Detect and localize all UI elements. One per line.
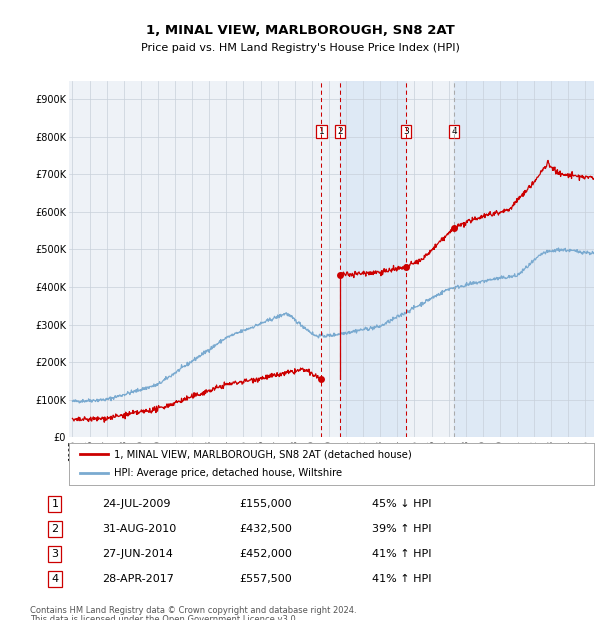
Text: Contains HM Land Registry data © Crown copyright and database right 2024.: Contains HM Land Registry data © Crown c… xyxy=(30,606,356,616)
Text: 1: 1 xyxy=(52,499,58,509)
Text: £432,500: £432,500 xyxy=(240,524,293,534)
Text: 27-JUN-2014: 27-JUN-2014 xyxy=(102,549,173,559)
Text: Price paid vs. HM Land Registry's House Price Index (HPI): Price paid vs. HM Land Registry's House … xyxy=(140,43,460,53)
Bar xyxy=(340,81,406,437)
Text: 28-APR-2017: 28-APR-2017 xyxy=(102,574,173,584)
Text: £155,000: £155,000 xyxy=(240,499,292,509)
Text: 4: 4 xyxy=(451,126,457,136)
Text: 3: 3 xyxy=(403,126,409,136)
Text: 2: 2 xyxy=(337,126,343,136)
Text: 39% ↑ HPI: 39% ↑ HPI xyxy=(372,524,432,534)
Text: This data is licensed under the Open Government Licence v3.0.: This data is licensed under the Open Gov… xyxy=(30,615,298,620)
Text: £452,000: £452,000 xyxy=(240,549,293,559)
Text: 3: 3 xyxy=(52,549,58,559)
Text: HPI: Average price, detached house, Wiltshire: HPI: Average price, detached house, Wilt… xyxy=(113,469,342,479)
Bar xyxy=(454,81,594,437)
Text: 2: 2 xyxy=(51,524,58,534)
Text: 45% ↓ HPI: 45% ↓ HPI xyxy=(372,499,432,509)
Text: 1, MINAL VIEW, MARLBOROUGH, SN8 2AT (detached house): 1, MINAL VIEW, MARLBOROUGH, SN8 2AT (det… xyxy=(113,449,412,459)
Text: 4: 4 xyxy=(51,574,58,584)
Text: 1, MINAL VIEW, MARLBOROUGH, SN8 2AT: 1, MINAL VIEW, MARLBOROUGH, SN8 2AT xyxy=(146,24,454,37)
Text: 31-AUG-2010: 31-AUG-2010 xyxy=(102,524,176,534)
Text: £557,500: £557,500 xyxy=(240,574,293,584)
Text: 41% ↑ HPI: 41% ↑ HPI xyxy=(372,574,432,584)
Text: 24-JUL-2009: 24-JUL-2009 xyxy=(102,499,170,509)
Text: 1: 1 xyxy=(319,126,324,136)
Text: 41% ↑ HPI: 41% ↑ HPI xyxy=(372,549,432,559)
